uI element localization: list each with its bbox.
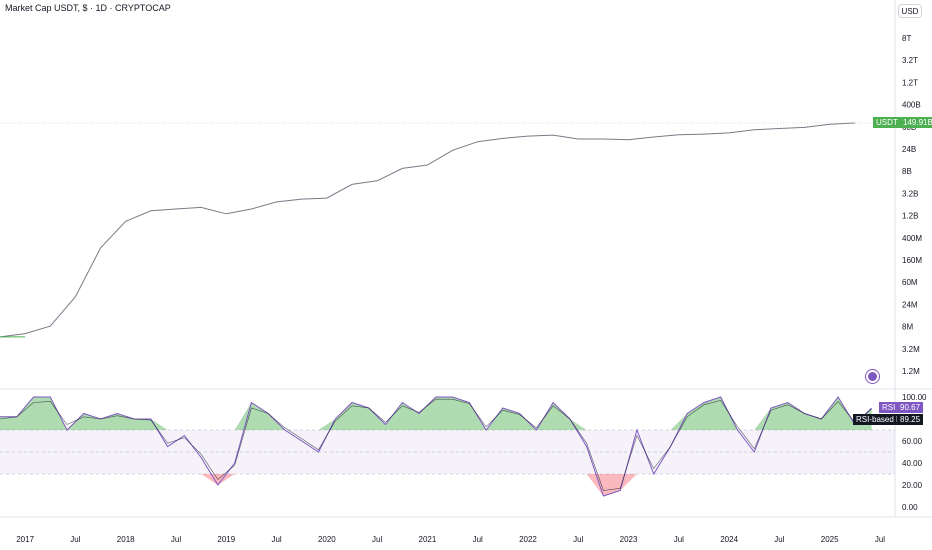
time-tick-label: Jul xyxy=(70,535,80,544)
price-tick-label: 60M xyxy=(902,278,918,287)
price-tick-label: 1.2T xyxy=(902,78,918,87)
time-tick-label: Jul xyxy=(473,535,483,544)
rsi-ma-label: RSI-based MA xyxy=(853,414,912,425)
time-tick-label: 2023 xyxy=(620,535,638,544)
rsi-value: 90.67 xyxy=(897,402,924,413)
time-tick-label: Jul xyxy=(372,535,382,544)
rsi-oversold-fill xyxy=(0,474,872,496)
time-tick-label: Jul xyxy=(171,535,181,544)
price-tick-label: 8T xyxy=(902,34,911,43)
time-tick-label: 2020 xyxy=(318,535,336,544)
time-tick-label: 2025 xyxy=(821,535,839,544)
price-tick-label: 8M xyxy=(902,323,913,332)
price-tick-label: 24B xyxy=(902,145,916,154)
price-tick-label: 1.2M xyxy=(902,367,920,376)
rsi-line xyxy=(0,396,872,497)
time-tick-label: Jul xyxy=(674,535,684,544)
time-tick-label: Jul xyxy=(271,535,281,544)
currency-selector[interactable]: USD xyxy=(898,4,922,18)
price-tick-label: 1.2B xyxy=(902,212,918,221)
rsi-label: RSI xyxy=(879,402,899,413)
rsi-overbought-fill xyxy=(0,397,872,430)
circle-logo-icon[interactable] xyxy=(865,369,880,384)
usdt-marketcap-line xyxy=(0,122,855,338)
price-tick-label: 400B xyxy=(902,101,921,110)
time-tick-label: Jul xyxy=(573,535,583,544)
price-tick-label: 3.2M xyxy=(902,345,920,354)
time-tick-label: 2019 xyxy=(217,535,235,544)
time-tick-label: 2022 xyxy=(519,535,537,544)
rsi-tick-label: 20.00 xyxy=(902,481,923,490)
price-tick-label: 3.2B xyxy=(902,189,918,198)
rsi-ma-value: 89.25 xyxy=(897,414,924,425)
price-tick-label: 8B xyxy=(902,167,912,176)
time-tick-label: 2021 xyxy=(419,535,437,544)
rsi-tick-label: 100.00 xyxy=(902,393,927,402)
rsi-tick-label: 60.00 xyxy=(902,437,923,446)
price-tick-label: 24M xyxy=(902,300,918,309)
rsi-tick-label: 0.00 xyxy=(902,503,918,512)
price-tick-label: 3.2T xyxy=(902,56,918,65)
price-tick-label: 160M xyxy=(902,256,922,265)
price-tick-label: 400M xyxy=(902,234,922,243)
price-tag-symbol: USDT xyxy=(873,116,901,128)
time-tick-label: Jul xyxy=(774,535,784,544)
rsi-ma-line xyxy=(0,398,872,491)
chart-title: Market Cap USDT, $ · 1D · CRYPTOCAP xyxy=(5,3,171,13)
time-tick-label: Jul xyxy=(875,535,885,544)
rsi-tick-label: 40.00 xyxy=(902,459,923,468)
time-tick-label: 2024 xyxy=(720,535,738,544)
time-tick-label: 2018 xyxy=(117,535,135,544)
time-tick-label: 2017 xyxy=(16,535,34,544)
price-tag-value: 149.91B xyxy=(900,116,932,128)
